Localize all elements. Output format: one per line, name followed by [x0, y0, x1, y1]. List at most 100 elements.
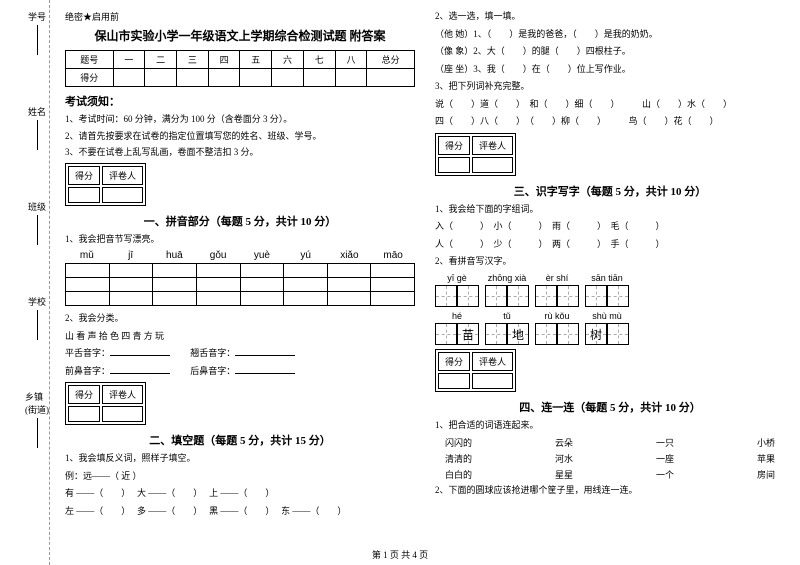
- pinyin-label: hé: [452, 311, 462, 321]
- binding-labels: 学号 姓名 班级 学校 乡镇(街道): [25, 10, 49, 498]
- question: 1、把合适的词语连起来。: [435, 419, 785, 433]
- score-box-label: 评卷人: [472, 136, 513, 155]
- score-header: 七: [303, 51, 335, 69]
- section-title: 二、填空题（每题 5 分，共计 15 分）: [65, 432, 415, 448]
- pinyin-row: mǔ jī huā gǒu yuè yú xiǎo māo: [65, 250, 415, 261]
- connect-item: 星星: [555, 468, 573, 481]
- connect-item: 一个: [656, 468, 674, 481]
- blank-label: 后鼻音字：: [190, 366, 235, 376]
- notice-item: 3、不要在试卷上乱写乱画，卷面不整洁扣 3 分。: [65, 146, 415, 159]
- blank-row: 平舌音字： 翘舌音字：: [65, 347, 415, 361]
- example: 例：远——（ 近 ）: [65, 470, 415, 484]
- fill-item: 大 ——（ ）: [137, 488, 198, 498]
- left-column: 绝密★启用前 保山市实验小学一年级语文上学期综合检测试题 附答案 题号 一 二 …: [65, 10, 415, 555]
- exam-title: 保山市实验小学一年级语文上学期综合检测试题 附答案: [65, 27, 415, 44]
- score-header: 二: [145, 51, 177, 69]
- binding-label: 学号: [28, 10, 46, 23]
- binding-label: 乡镇(街道): [25, 390, 49, 416]
- fill-item: 左 ——（ ）: [65, 506, 126, 516]
- score-cell: 得分: [66, 69, 114, 87]
- score-box-label: 评卷人: [102, 385, 143, 404]
- fill-item: 多 ——（ ）: [137, 506, 198, 516]
- score-box-label: 评卷人: [472, 352, 513, 371]
- question: 1、我会把音节写漂亮。: [65, 233, 415, 247]
- secret-mark: 绝密★启用前: [65, 10, 415, 23]
- score-header: 总分: [367, 51, 415, 69]
- pinyin-label: èr shí: [546, 273, 569, 283]
- blank-label: 平舌音字：: [65, 348, 110, 358]
- question-sub: （座 坐）3、我（ ）在（ ）位上写作业。: [435, 63, 785, 77]
- connect-row: 清清的 河水 一座 苹果: [435, 452, 785, 465]
- pinyin: yú: [284, 250, 328, 261]
- binding-label: 学校: [28, 295, 46, 308]
- char: 地: [508, 324, 528, 346]
- char-box-row: yī gè zhōng xià èr shí sān tiān: [435, 273, 785, 307]
- score-header: 六: [272, 51, 304, 69]
- pinyin: huā: [153, 250, 197, 261]
- binding-area: 学号 姓名 班级 学校 乡镇(街道): [0, 0, 50, 565]
- pinyin: jī: [109, 250, 153, 261]
- pinyin-label: zhōng xià: [488, 273, 527, 283]
- fill-item: 上 ——（ ）: [209, 488, 274, 498]
- score-header: 一: [113, 51, 145, 69]
- score-header: 题号: [66, 51, 114, 69]
- fill-item: 黑 ——（ ）: [209, 506, 270, 516]
- fill-row: 有 ——（ ） 大 ——（ ） 上 ——（ ）: [65, 487, 415, 501]
- connect-row: 闪闪的 云朵 一只 小桥: [435, 436, 785, 449]
- connect-item: 白白的: [445, 468, 472, 481]
- content-area: 绝密★启用前 保山市实验小学一年级语文上学期综合检测试题 附答案 题号 一 二 …: [50, 0, 800, 565]
- char: 苗: [458, 324, 478, 346]
- connect-item: 河水: [555, 452, 573, 465]
- question: 1、我会填反义词，照样子填空。: [65, 452, 415, 466]
- score-box-label: 评卷人: [102, 166, 143, 185]
- score-box-label: 得分: [438, 136, 470, 155]
- connect-item: 苹果: [757, 452, 775, 465]
- char: 树: [586, 324, 606, 346]
- notice-title: 考试须知：: [65, 93, 415, 109]
- question: 3、把下列词补充完整。: [435, 80, 785, 94]
- score-box-label: 得分: [68, 385, 100, 404]
- question: 2、下面的圆球应该抢进哪个筐子里，用线连一连。: [435, 484, 785, 498]
- score-header: 三: [177, 51, 209, 69]
- score-box: 得分 评卷人: [435, 349, 516, 392]
- question: 1、我会给下面的字组词。: [435, 203, 785, 217]
- fill-item: 有 ——（ ）: [65, 488, 126, 498]
- notice-item: 1、考试时间：60 分钟，满分为 100 分（含卷面分 3 分）。: [65, 113, 415, 126]
- notice-item: 2、请首先按要求在试卷的指定位置填写您的姓名、班级、学号。: [65, 130, 415, 143]
- score-table: 题号 一 二 三 四 五 六 七 八 总分 得分: [65, 50, 415, 87]
- pinyin-label: yī gè: [447, 273, 467, 283]
- pinyin: gǒu: [196, 250, 240, 261]
- score-box: 得分 评卷人: [65, 382, 146, 425]
- section-title: 三、识字写字（每题 5 分，共计 10 分）: [435, 183, 785, 199]
- question-sub: 入（ ） 小（ ） 雨（ ） 毛（ ）: [435, 220, 785, 234]
- question: 2、看拼音写汉字。: [435, 255, 785, 269]
- pinyin-label: rù kǒu: [544, 311, 569, 321]
- question-sub: 说（ ）道（ ） 和（ ）细（ ） 山（ ）水（ ）: [435, 98, 785, 112]
- blank-label: 翘舌音字：: [190, 348, 235, 358]
- connect-item: 一只: [656, 436, 674, 449]
- question: 2、我会分类。: [65, 312, 415, 326]
- exam-page: 学号 姓名 班级 学校 乡镇(街道) 绝密★启用前 保山市实验小学一年级语文上学…: [0, 0, 800, 565]
- question-sub: 人（ ） 少（ ） 两（ ） 手（ ）: [435, 238, 785, 252]
- connect-item: 房间: [757, 468, 775, 481]
- blank-label: 前鼻音字：: [65, 366, 110, 376]
- connect-item: 云朵: [555, 436, 573, 449]
- pinyin-label: tǔ: [503, 311, 511, 321]
- score-header: 四: [208, 51, 240, 69]
- binding-label: 姓名: [28, 105, 46, 118]
- question-sub: 四（ ）八（ ） （ ）柳（ ） 鸟（ ）花（ ）: [435, 115, 785, 129]
- connect-row: 白白的 星星 一个 房间: [435, 468, 785, 481]
- right-column: 2、选一选，填一填。 （他 她）1、（ ）是我的爸爸，（ ）是我的奶奶。 （像 …: [435, 10, 785, 555]
- connect-item: 闪闪的: [445, 436, 472, 449]
- pinyin: yuè: [240, 250, 284, 261]
- pinyin-label: sān tiān: [591, 273, 623, 283]
- pinyin-label: shù mù: [592, 311, 622, 321]
- connect-item: 一座: [656, 452, 674, 465]
- score-box-label: 得分: [438, 352, 470, 371]
- binding-label: 班级: [28, 200, 46, 213]
- score-box: 得分 评卷人: [435, 133, 516, 176]
- pinyin: mǔ: [65, 250, 109, 261]
- question-sub: （他 她）1、（ ）是我的爸爸，（ ）是我的奶奶。: [435, 28, 785, 42]
- char-box-row: hé 苗 tǔ 地 rù kǒu shù mù 树: [435, 311, 785, 345]
- pinyin-grid: [65, 263, 415, 306]
